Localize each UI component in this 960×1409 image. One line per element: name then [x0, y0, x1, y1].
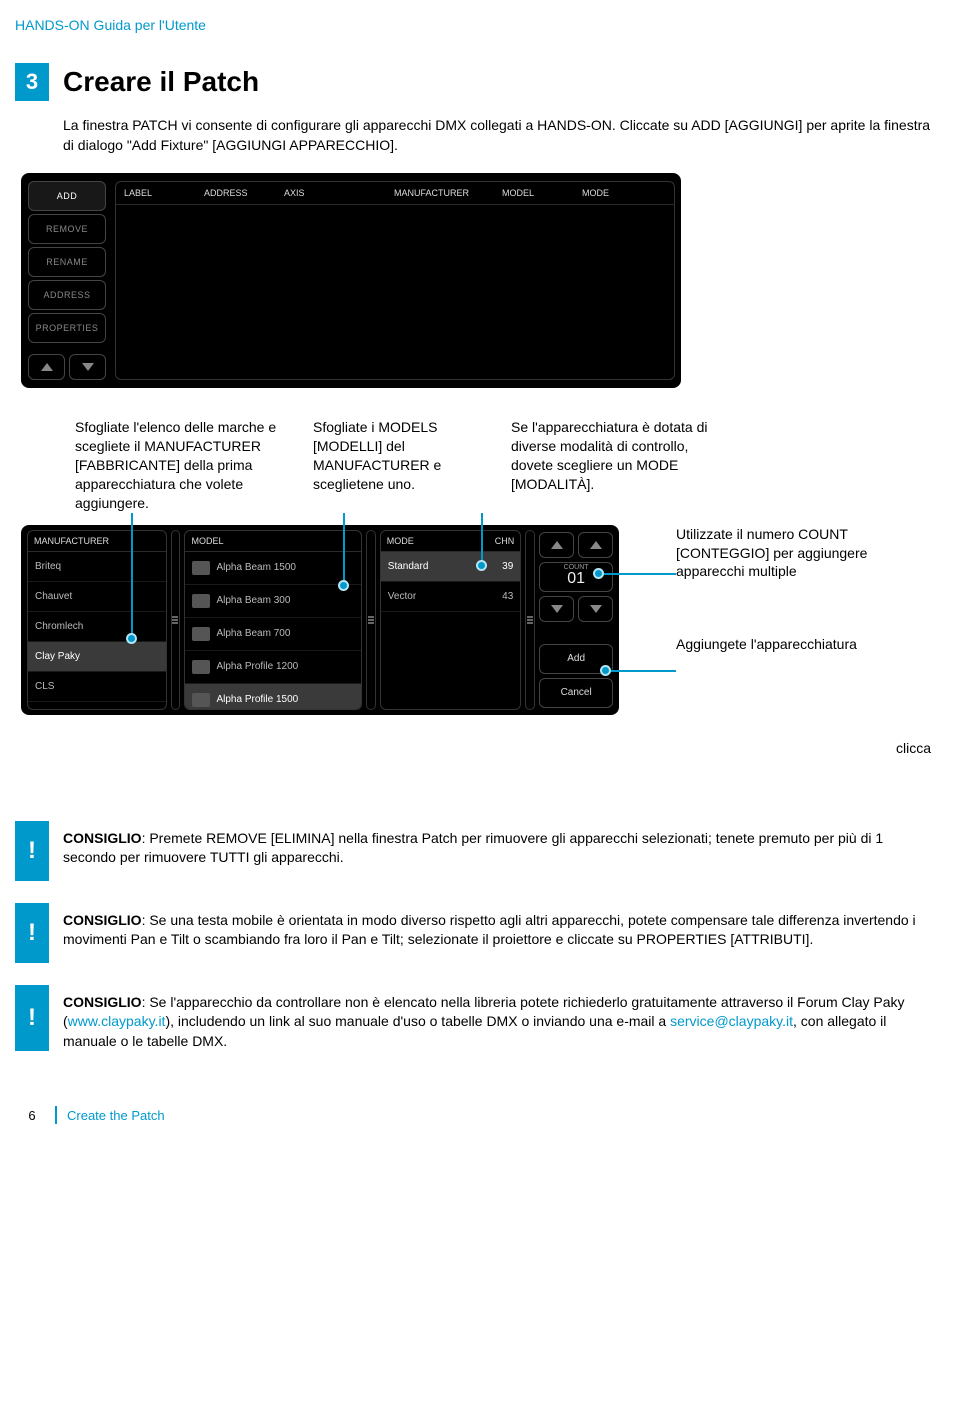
instruction-manufacturer: Sfogliate l'elenco delle marche e scegli… — [75, 418, 285, 512]
instruction-model: Sfogliate i MODELS [MODELLI] del MANUFAC… — [313, 418, 483, 512]
thumb-icon — [192, 627, 210, 641]
col-label: LABEL — [124, 188, 204, 198]
page-number: 6 — [15, 1108, 49, 1123]
list-item[interactable]: Alpha Beam 700 — [185, 618, 360, 651]
chevron-down-icon — [590, 605, 602, 613]
tip-text: CONSIGLIO: Premete REMOVE [ELIMINA] nell… — [63, 821, 935, 881]
rename-button[interactable]: RENAME — [28, 247, 106, 277]
thumb-icon — [192, 594, 210, 608]
list-item[interactable]: Clay Paky — [28, 642, 166, 672]
chn-header: CHN — [495, 536, 515, 546]
model-header: MODEL — [185, 531, 360, 552]
thumb-icon — [192, 660, 210, 674]
running-header: HANDS-ON Guida per l'Utente — [15, 15, 935, 33]
mode-header: MODE — [387, 536, 414, 546]
remove-button[interactable]: REMOVE — [28, 214, 106, 244]
add-fixture-dialog: MANUFACTURER Briteq Chauvet Chromlech Cl… — [21, 525, 619, 715]
link-email[interactable]: service@claypaky.it — [670, 1013, 793, 1029]
list-item[interactable]: Chauvet — [28, 582, 166, 612]
note-add: Aggiungete l'apparecchiatura — [676, 635, 876, 654]
count-up-fast-button[interactable] — [578, 532, 613, 558]
leader-dot — [126, 633, 137, 644]
chevron-up-icon — [41, 363, 53, 371]
tip-box: ! CONSIGLIO: Premete REMOVE [ELIMINA] ne… — [15, 821, 935, 881]
address-button[interactable]: ADDRESS — [28, 280, 106, 310]
tip-text: CONSIGLIO: Se l'apparecchio da controlla… — [63, 985, 935, 1052]
exclamation-icon: ! — [15, 821, 49, 881]
page-footer: 6 Create the Patch — [15, 1106, 935, 1124]
patch-table: LABEL ADDRESS AXIS MANUFACTURER MODEL MO… — [115, 181, 675, 380]
chevron-up-icon — [551, 541, 563, 549]
section-title: Creare il Patch — [63, 66, 259, 98]
list-item[interactable]: Alpha Profile 1500 — [185, 684, 360, 710]
thumb-icon — [192, 693, 210, 707]
properties-button[interactable]: PROPERTIES — [28, 313, 106, 343]
exclamation-icon: ! — [15, 903, 49, 963]
leader-dot — [600, 665, 611, 676]
leader-line — [606, 670, 676, 672]
cancel-button[interactable]: Cancel — [539, 678, 613, 708]
scrollbar[interactable] — [525, 530, 535, 710]
col-mode: MODE — [582, 188, 609, 198]
leader-dot — [476, 560, 487, 571]
link-claypaky[interactable]: www.claypaky.it — [68, 1013, 166, 1029]
col-address: ADDRESS — [204, 188, 284, 198]
add-button[interactable]: ADD — [28, 181, 106, 211]
chevron-down-icon — [82, 363, 94, 371]
clicca-label: clicca — [15, 740, 931, 756]
leader-line — [599, 573, 676, 575]
col-manufacturer: MANUFACTURER — [394, 188, 502, 198]
manufacturer-header: MANUFACTURER — [28, 531, 166, 552]
list-item[interactable]: Briteq — [28, 552, 166, 582]
footer-title: Create the Patch — [67, 1108, 165, 1123]
list-item[interactable]: Standard39 — [381, 552, 521, 582]
section-number: 3 — [15, 63, 49, 101]
leader-line — [343, 513, 345, 585]
list-item[interactable]: Alpha Profile 1200 — [185, 651, 360, 684]
col-axis: AXIS — [284, 188, 394, 198]
list-item[interactable]: Chromlech — [28, 612, 166, 642]
drag-icon — [527, 619, 533, 621]
list-item[interactable]: Alpha Beam 300 — [185, 585, 360, 618]
leader-line — [131, 513, 133, 638]
count-up-button[interactable] — [539, 532, 574, 558]
tip-box: ! CONSIGLIO: Se l'apparecchio da control… — [15, 985, 935, 1052]
note-count: Utilizzate il numero COUNT [CONTEGGIO] p… — [676, 525, 921, 582]
instruction-mode: Se l'apparecchiatura è dotata di diverse… — [511, 418, 716, 512]
list-item[interactable]: Vector43 — [381, 582, 521, 612]
list-item[interactable]: Coef — [28, 702, 166, 710]
thumb-icon — [192, 561, 210, 575]
patch-window: ADD REMOVE RENAME ADDRESS PROPERTIES LAB… — [21, 173, 681, 388]
col-model: MODEL — [502, 188, 582, 198]
intro-text: La finestra PATCH vi consente di configu… — [63, 116, 935, 155]
list-item[interactable]: Alpha Beam 1500 — [185, 552, 360, 585]
leader-line — [481, 513, 483, 565]
tip-box: ! CONSIGLIO: Se una testa mobile è orien… — [15, 903, 935, 963]
list-item[interactable]: CLS — [28, 672, 166, 702]
drag-icon — [172, 619, 178, 621]
footer-divider — [55, 1106, 57, 1124]
section-header: 3 Creare il Patch — [15, 63, 935, 101]
exclamation-icon: ! — [15, 985, 49, 1052]
scrollbar[interactable] — [171, 530, 181, 710]
leader-dot — [593, 568, 604, 579]
scroll-down-button[interactable] — [69, 354, 106, 380]
scrollbar[interactable] — [366, 530, 376, 710]
scroll-up-button[interactable] — [28, 354, 65, 380]
tip-text: CONSIGLIO: Se una testa mobile è orienta… — [63, 903, 935, 963]
chevron-up-icon — [590, 541, 602, 549]
chevron-down-icon — [551, 605, 563, 613]
drag-icon — [368, 619, 374, 621]
leader-dot — [338, 580, 349, 591]
count-down-fast-button[interactable] — [578, 596, 613, 622]
count-down-button[interactable] — [539, 596, 574, 622]
